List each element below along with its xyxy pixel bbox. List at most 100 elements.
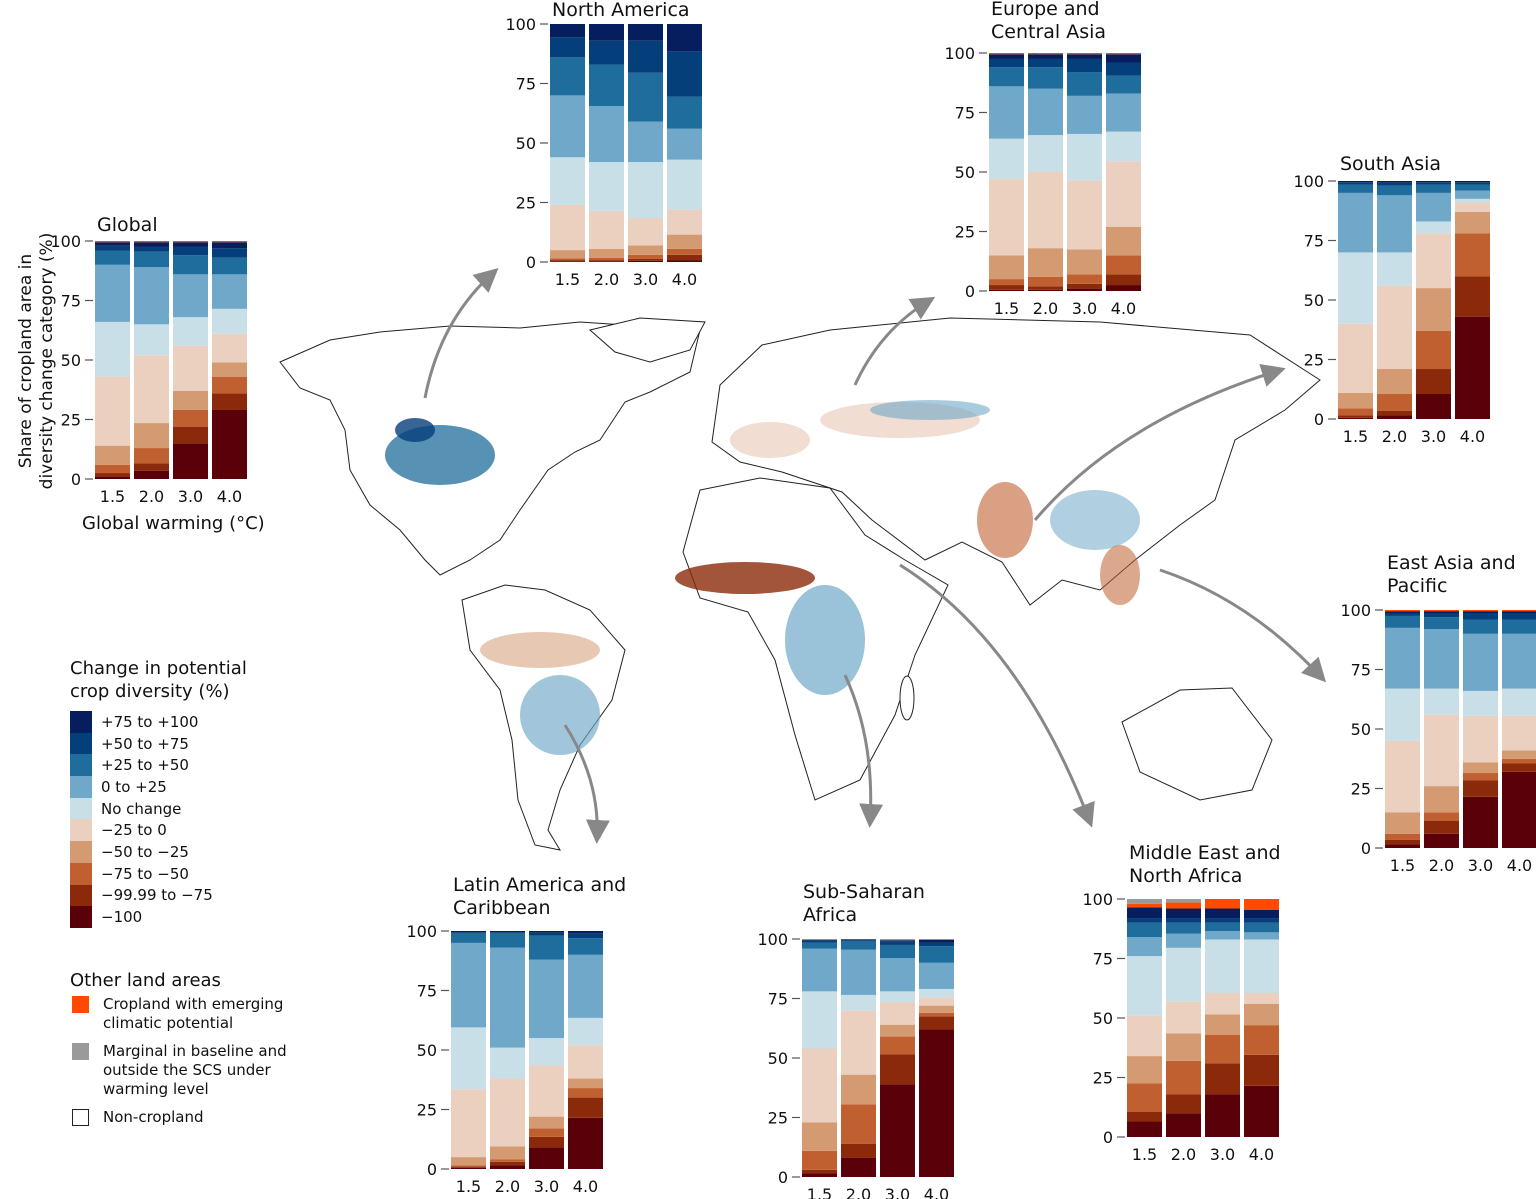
bar-segment xyxy=(1455,184,1490,191)
bar-segment xyxy=(173,242,208,247)
bar-segment xyxy=(919,988,954,998)
bar-segment xyxy=(1244,1003,1279,1026)
y-tick-label: 100 xyxy=(1293,172,1324,191)
bar-segment xyxy=(628,258,663,261)
bar-segment xyxy=(212,248,247,258)
bar-segment xyxy=(919,1016,954,1030)
bar-segment xyxy=(1028,289,1063,291)
bar-segment xyxy=(212,308,247,334)
bar-segment xyxy=(1455,276,1490,317)
bar-segment xyxy=(802,991,837,1049)
bar-segment xyxy=(1028,53,1063,55)
bar-segment xyxy=(134,267,169,325)
bar-3.0 xyxy=(880,939,915,1177)
bar-segment xyxy=(880,1084,915,1177)
bar-segment xyxy=(1127,956,1162,1016)
y-tick-label: 25 xyxy=(1093,1069,1113,1088)
bar-segment xyxy=(173,246,208,256)
bar-segment xyxy=(667,248,702,255)
bar-segment xyxy=(802,1173,837,1177)
bar-4.0 xyxy=(1455,181,1490,419)
bar-segment xyxy=(1338,184,1373,193)
y-tick-label: 75 xyxy=(61,292,81,311)
bar-segment xyxy=(1127,899,1162,904)
bar-segment xyxy=(1338,182,1373,185)
bar-segment xyxy=(1244,922,1279,933)
bar-segment xyxy=(95,242,130,246)
bar-segment xyxy=(841,994,876,1011)
bar-segment xyxy=(1205,939,1240,994)
x-tick-label: 3.0 xyxy=(1072,299,1097,318)
bar-1.5 xyxy=(95,241,130,479)
bar-segment xyxy=(589,257,624,261)
bar-segment xyxy=(134,463,169,471)
bar-segment xyxy=(802,1122,837,1151)
bar-segment xyxy=(989,279,1024,286)
bar-segment xyxy=(880,940,915,942)
bar-segment xyxy=(529,1128,564,1137)
bar-segment xyxy=(529,1038,564,1066)
other-legend-item: Non-cropland xyxy=(70,1108,303,1127)
bar-segment xyxy=(95,250,130,265)
bar-segment xyxy=(1377,195,1412,253)
bar-segment xyxy=(173,345,208,391)
arrow-to-south-asia xyxy=(1033,363,1286,521)
panel-north-america: 0 25 50 75 100 1.5 2.0 3.0 4.0 xyxy=(505,15,702,289)
y-tick-label: 75 xyxy=(768,990,788,1009)
bar-segment xyxy=(529,1136,564,1148)
bar-segment xyxy=(1424,617,1459,630)
bar-segment xyxy=(550,37,585,58)
bar-segment xyxy=(212,257,247,275)
bar-segment xyxy=(989,179,1024,256)
panel-south-asia: 0 25 50 75 100 1.5 2.0 3.0 4.0 xyxy=(1293,172,1490,446)
legend-label: Marginal in baseline and outside the SCS… xyxy=(103,1041,287,1098)
bar-segment xyxy=(568,1097,603,1118)
bar-segment xyxy=(212,333,247,363)
map-diversity-region xyxy=(977,482,1033,558)
bar-segment xyxy=(589,106,624,163)
y-tick-label: 50 xyxy=(417,1041,437,1060)
bar-segment xyxy=(568,938,603,955)
bar-segment xyxy=(628,162,663,218)
bar-segment xyxy=(802,1048,837,1123)
bar-segment xyxy=(1416,233,1451,289)
bar-segment xyxy=(1377,394,1412,411)
map-diversity-region xyxy=(480,632,600,668)
x-tick-label: 3.0 xyxy=(1468,856,1493,875)
legend-swatch xyxy=(70,862,92,885)
bar-segment xyxy=(212,393,247,410)
bar-4.0 xyxy=(1244,899,1279,1137)
bar-segment xyxy=(1166,902,1201,909)
bar-segment xyxy=(589,24,624,41)
bar-segment xyxy=(589,260,624,262)
bar-segment xyxy=(802,1150,837,1170)
x-tick-label: 4.0 xyxy=(1249,1145,1274,1164)
bar-segment xyxy=(1127,907,1162,919)
bar-segment xyxy=(1463,619,1498,634)
map-landmass-australia xyxy=(1121,687,1273,801)
y-tick-label: 100 xyxy=(757,930,788,949)
panel-title: Europe and Central Asia xyxy=(991,0,1107,43)
legend-label: −75 to −50 xyxy=(101,864,189,883)
bar-segment xyxy=(1385,627,1420,689)
y-tick-label: 0 xyxy=(526,253,536,272)
y-tick-label: 25 xyxy=(61,411,81,430)
bar-segment xyxy=(1205,1094,1240,1137)
x-tick-label: 2.0 xyxy=(1429,856,1454,875)
x-tick-label: 1.5 xyxy=(456,1177,481,1196)
bar-segment xyxy=(841,940,876,942)
bar-segment xyxy=(1502,610,1536,612)
bar-segment xyxy=(1166,908,1201,919)
bar-segment xyxy=(1205,1014,1240,1035)
map-diversity-region xyxy=(520,675,600,755)
bar-segment xyxy=(1463,762,1498,774)
x-tick-label: 3.0 xyxy=(633,270,658,289)
bar-segment xyxy=(1028,276,1063,287)
bar-segment xyxy=(451,1027,486,1090)
bar-segment xyxy=(1244,909,1279,919)
bar-segment xyxy=(1127,1121,1162,1137)
bar-3.0 xyxy=(1416,181,1451,419)
bar-segment xyxy=(490,1165,525,1169)
bar-segment xyxy=(529,932,564,936)
arrow-to-europe-central-asia xyxy=(853,296,936,386)
